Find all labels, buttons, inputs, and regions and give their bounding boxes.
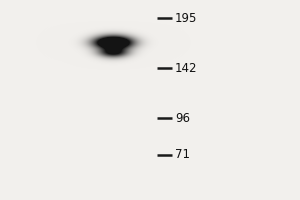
Text: 195: 195 — [175, 11, 197, 24]
Text: 71: 71 — [175, 148, 190, 162]
Text: 142: 142 — [175, 62, 197, 74]
Text: 96: 96 — [175, 112, 190, 124]
